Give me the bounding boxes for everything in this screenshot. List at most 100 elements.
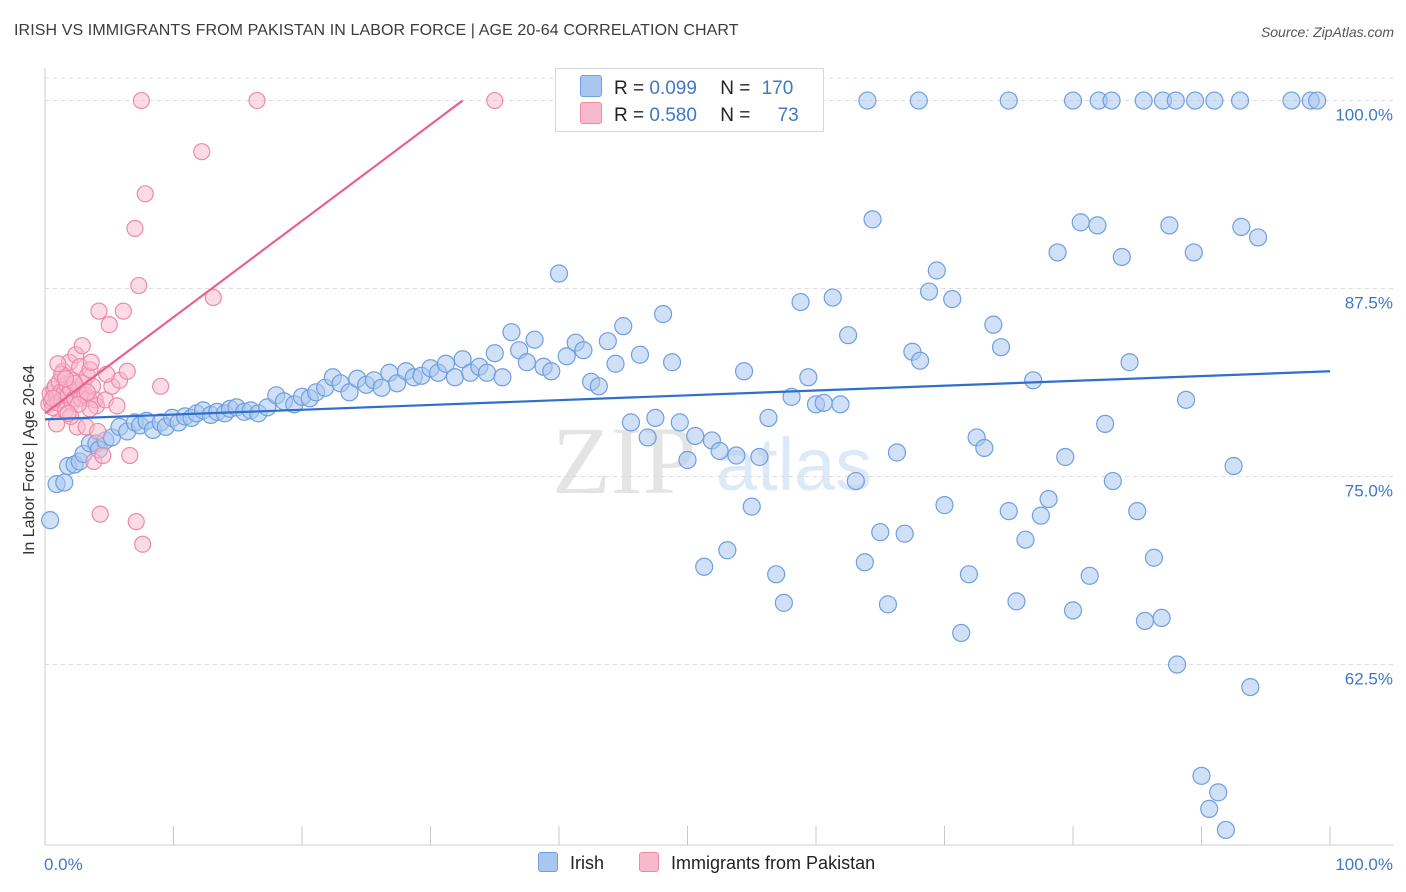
irish-point	[935, 496, 954, 515]
irish-point	[1216, 820, 1236, 840]
watermark: ZIP atlas	[552, 407, 872, 514]
irish-point	[678, 450, 697, 470]
source-label: Source: ZipAtlas.com	[1260, 24, 1394, 40]
irish-point	[1230, 91, 1250, 110]
irish-point	[502, 323, 521, 342]
irish-point	[831, 395, 850, 414]
irish-point	[727, 446, 746, 465]
irish-point	[477, 363, 497, 382]
y-tick-label: 75.0%	[1345, 482, 1393, 501]
watermark-atlas: atlas	[716, 423, 872, 506]
irish-point	[1120, 353, 1139, 372]
x-tick-label: 0.0%	[44, 855, 83, 874]
irish-trend-line	[44, 370, 1331, 421]
irish-point	[621, 413, 641, 432]
irish-point	[1209, 783, 1228, 802]
legend-label-irish: Irish	[570, 853, 605, 873]
irish-point	[41, 511, 60, 530]
y-tick-label: 62.5%	[1345, 670, 1393, 689]
irish-point	[653, 305, 673, 324]
irish-point	[1063, 91, 1083, 110]
irish-point	[1080, 566, 1099, 585]
irish-point	[1135, 611, 1155, 631]
pakistan-point	[127, 513, 145, 531]
pakistan-point	[91, 505, 109, 523]
irish-point	[1232, 217, 1251, 236]
pakistan-point	[49, 355, 67, 373]
irish-point	[718, 541, 737, 560]
irish-point	[909, 91, 928, 110]
pakistan-point	[193, 143, 211, 161]
irish-point	[943, 289, 962, 309]
pakistan-point	[118, 362, 136, 380]
legend-label-pakistan: Immigrants from Pakistan	[671, 853, 876, 873]
irish-point	[646, 408, 665, 427]
irish-point	[839, 326, 858, 345]
irish-point	[863, 210, 882, 229]
pakistan-point	[82, 353, 100, 371]
irish-point	[1144, 548, 1164, 567]
legend-r-label: R =	[614, 105, 645, 126]
irish-point	[340, 383, 359, 402]
pakistan-point	[248, 91, 266, 110]
irish-point	[1024, 371, 1043, 390]
irish-point	[855, 553, 874, 572]
irish-point	[662, 353, 682, 372]
irish-point	[387, 374, 407, 393]
bottom-legend: Irish Immigrants from Pakistan	[538, 852, 905, 874]
bottom-legend-pakistan[interactable]: Immigrants from Pakistan	[639, 852, 875, 874]
irish-point	[1241, 677, 1260, 697]
pakistan-point	[130, 276, 148, 295]
irish-point	[767, 565, 786, 584]
irish-point	[1016, 530, 1035, 549]
irish-point	[1192, 766, 1211, 785]
irish-point	[598, 332, 617, 351]
irish-point	[710, 441, 729, 461]
irish-point	[1166, 91, 1185, 110]
irish-point	[1056, 447, 1075, 467]
irish-point	[1031, 506, 1050, 525]
irish-point	[1205, 91, 1224, 110]
legend: R = 0.099 N = 170 R = 0.580 N = 73	[555, 68, 824, 132]
irish-point	[952, 623, 971, 643]
irish-point	[549, 264, 569, 283]
irish-point	[1102, 91, 1121, 110]
pakistan-point	[134, 535, 152, 553]
irish-point	[858, 91, 877, 110]
irish-point	[878, 595, 898, 614]
irish-point	[742, 497, 761, 516]
irish-point	[1063, 601, 1083, 620]
x-tick-label: 100.0%	[1335, 855, 1393, 874]
axis-labels: In Labor Force | Age 20-64 62.5% 75.0% 87.…	[21, 106, 1393, 874]
irish-point	[55, 473, 74, 492]
irish-point	[695, 557, 714, 576]
pakistan-point	[108, 397, 126, 415]
pakistan-point	[126, 219, 144, 237]
irish-point	[750, 447, 769, 467]
gridlines	[45, 77, 1393, 666]
legend-r-value-irish: 0.099	[649, 78, 697, 99]
irish-point	[517, 353, 536, 372]
irish-point	[1039, 489, 1058, 509]
pakistan-point	[152, 377, 170, 395]
irish-point	[1167, 655, 1187, 674]
irish-point	[1200, 799, 1219, 819]
irish-point	[574, 341, 593, 360]
irish-point	[542, 362, 561, 381]
legend-r-value-pakistan: 0.580	[649, 105, 697, 126]
pakistan-point	[56, 370, 75, 388]
irish-point	[895, 524, 914, 543]
bottom-legend-irish[interactable]: Irish	[538, 852, 604, 874]
pakistan-point	[90, 302, 108, 320]
irish-point	[846, 471, 865, 491]
irish-point	[445, 368, 465, 387]
legend-swatch-irish	[580, 75, 602, 97]
irish-point	[1282, 91, 1301, 110]
legend-n-value-irish: 170	[761, 78, 794, 99]
irish-point	[759, 408, 778, 427]
irish-point	[1248, 228, 1268, 247]
irish-point	[1160, 216, 1179, 235]
pakistan-point	[132, 91, 150, 110]
legend-n-label: N =	[720, 78, 751, 99]
